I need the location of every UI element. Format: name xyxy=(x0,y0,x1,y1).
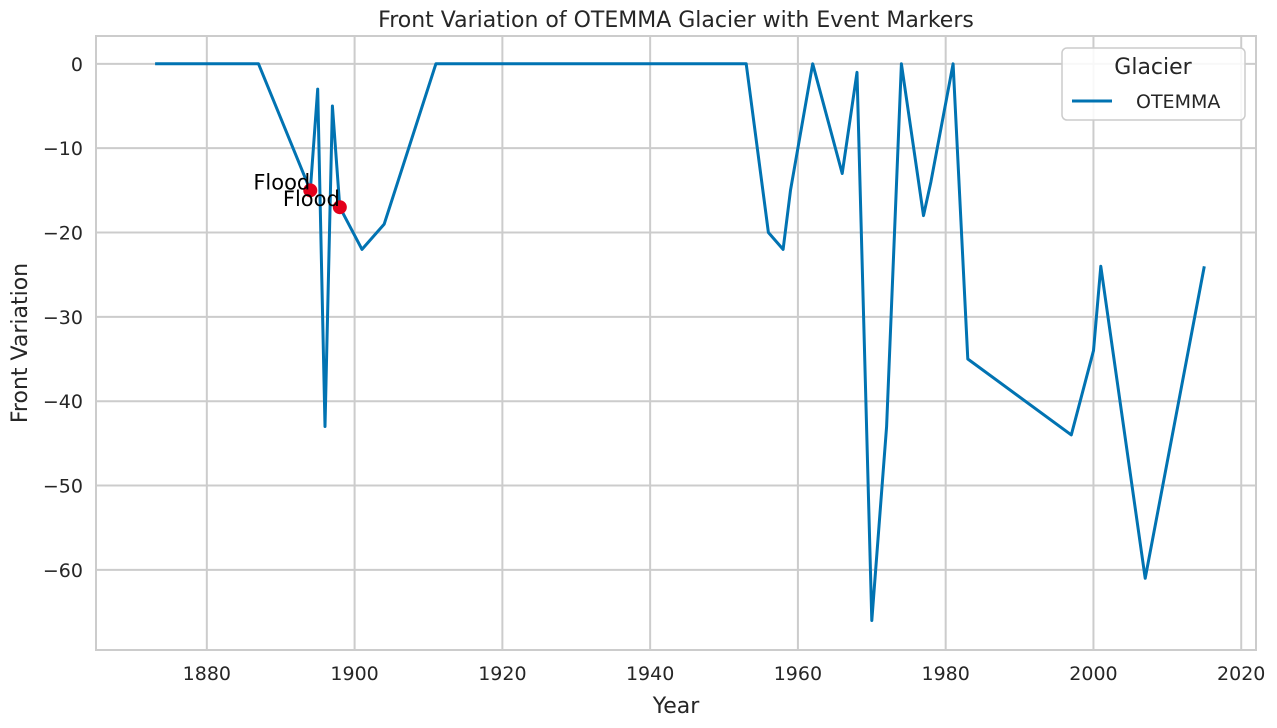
legend: Glacier OTEMMA xyxy=(1061,47,1246,121)
legend-title: Glacier xyxy=(1114,55,1192,80)
y-tick-label: −60 xyxy=(43,560,83,582)
event-label: Flood xyxy=(253,170,310,194)
x-tick-label: 1940 xyxy=(626,663,674,685)
plot-frame xyxy=(95,35,1257,651)
grid-lines xyxy=(96,36,1256,650)
event-label: Flood xyxy=(283,187,340,211)
y-tick-label: −50 xyxy=(43,476,83,498)
tick-labels: 1880 1900 1920 1940 1960 1980 2000 2020 0 −10 −20 −… xyxy=(43,54,1266,685)
x-tick-label: 1960 xyxy=(774,663,822,685)
y-tick-label: −20 xyxy=(43,223,83,245)
event-marker xyxy=(332,200,347,215)
y-tick-label: −40 xyxy=(43,391,83,413)
x-tick-label: 1900 xyxy=(330,663,378,685)
chart-title: Front Variation of OTEMMA Glacier with E… xyxy=(378,8,974,33)
series-line-otemma xyxy=(155,62,1206,622)
x-tick-label: 1980 xyxy=(922,663,970,685)
y-tick-label: 0 xyxy=(71,54,83,76)
legend-label: OTEMMA xyxy=(1136,91,1220,113)
x-axis-title: Year xyxy=(652,694,701,719)
x-tick-label: 2020 xyxy=(1217,663,1265,685)
x-tick-label: 2000 xyxy=(1069,663,1117,685)
y-tick-label: −30 xyxy=(43,307,83,329)
x-tick-label: 1920 xyxy=(478,663,526,685)
event-marker xyxy=(303,183,318,198)
series-layer xyxy=(155,62,1206,622)
y-tick-label: −10 xyxy=(43,138,83,160)
y-axis-title: Front Variation xyxy=(8,263,33,423)
x-tick-label: 1880 xyxy=(183,663,231,685)
